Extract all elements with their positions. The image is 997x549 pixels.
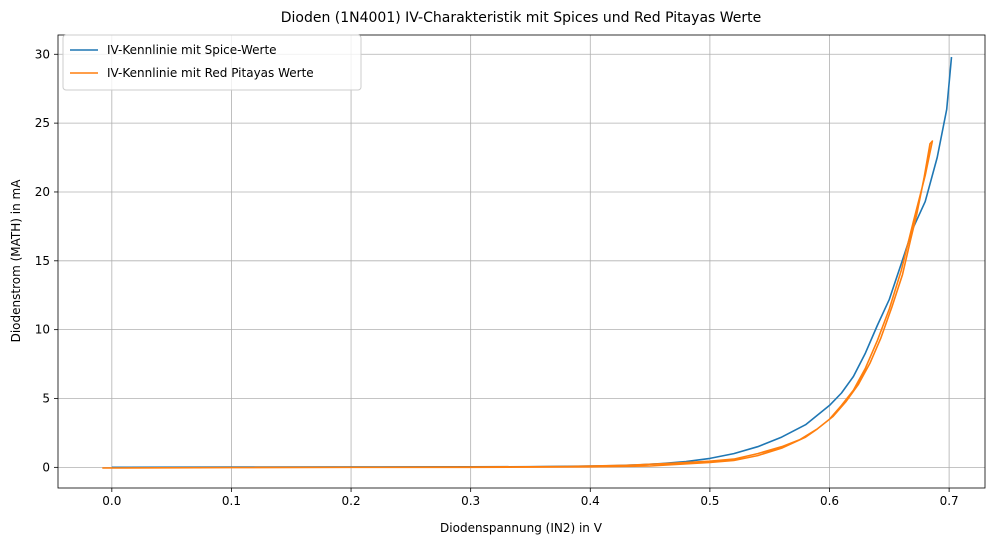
x-tick-label: 0.0: [102, 494, 121, 508]
y-tick-label: 0: [42, 460, 50, 474]
x-tick-label: 0.7: [940, 494, 959, 508]
x-tick-label: 0.5: [700, 494, 719, 508]
legend-label-spice: IV-Kennlinie mit Spice-Werte: [107, 43, 277, 57]
legend-label-red-pitaya: IV-Kennlinie mit Red Pitayas Werte: [107, 66, 314, 80]
y-axis-ticks: 0 5 10 15 20 25 30: [35, 47, 58, 474]
series-line-red-pitaya: [102, 140, 934, 469]
x-tick-label: 0.1: [222, 494, 241, 508]
x-tick-label: 0.2: [342, 494, 361, 508]
plot-area-frame: [57, 34, 986, 489]
y-tick-label: 15: [35, 254, 50, 268]
x-tick-label: 0.3: [461, 494, 480, 508]
x-tick-label: 0.6: [820, 494, 839, 508]
y-tick-label: 20: [35, 185, 50, 199]
y-tick-label: 25: [35, 116, 50, 130]
y-tick-label: 30: [35, 47, 50, 61]
x-axis-ticks: 0.0 0.1 0.2 0.3 0.4 0.5 0.6 0.7: [102, 488, 959, 508]
x-tick-label: 0.4: [581, 494, 600, 508]
legend: IV-Kennlinie mit Spice-Werte IV-Kennlini…: [62, 34, 362, 91]
chart-title: Dioden (1N4001) IV-Charakteristik mit Sp…: [281, 10, 762, 26]
legend-box: [62, 34, 362, 91]
x-axis-label: Diodenspannung (IN2) in V: [440, 521, 603, 535]
y-axis-label: Diodenstrom (MATH) in mA: [9, 179, 23, 343]
series-lines: [102, 56, 953, 469]
y-tick-label: 10: [35, 323, 50, 337]
y-tick-label: 5: [42, 392, 50, 406]
